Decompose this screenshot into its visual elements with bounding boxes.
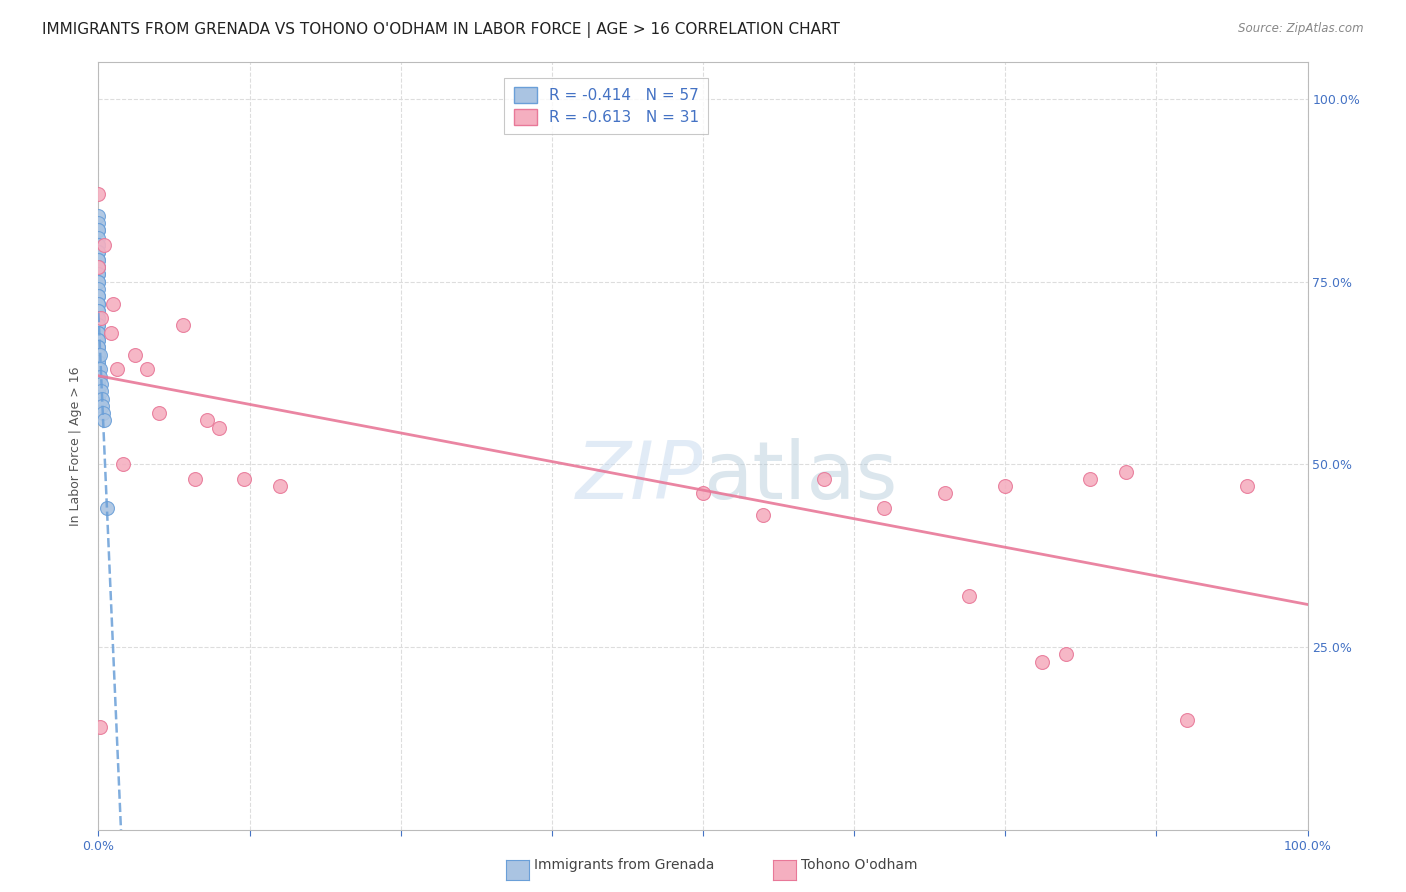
Point <box>87 384 110 399</box>
Text: IMMIGRANTS FROM GRENADA VS TOHONO O'ODHAM IN LABOR FORCE | AGE > 16 CORRELATION : IMMIGRANTS FROM GRENADA VS TOHONO O'ODHA… <box>42 22 839 38</box>
Point <box>87 311 110 326</box>
Point <box>87 369 110 384</box>
Point <box>87 318 110 333</box>
Point <box>1236 479 1258 493</box>
Text: atlas: atlas <box>703 438 897 516</box>
Point <box>87 223 110 237</box>
Point <box>87 268 110 282</box>
Y-axis label: In Labor Force | Age > 16: In Labor Force | Age > 16 <box>69 367 83 525</box>
Point <box>87 260 110 274</box>
Point <box>87 296 110 310</box>
Point <box>87 275 110 289</box>
Point <box>87 238 110 252</box>
Point <box>87 333 110 347</box>
Point <box>87 340 110 354</box>
Point <box>87 289 110 303</box>
Point <box>93 413 115 427</box>
Point <box>1175 713 1198 727</box>
Point <box>1115 465 1137 479</box>
Point <box>87 268 110 282</box>
Point <box>232 472 254 486</box>
Point <box>87 348 110 362</box>
Point <box>87 326 110 340</box>
Legend: R = -0.414   N = 57, R = -0.613   N = 31: R = -0.414 N = 57, R = -0.613 N = 31 <box>505 78 709 134</box>
Point <box>87 282 110 296</box>
Point <box>87 303 110 318</box>
Point <box>89 362 111 376</box>
Point <box>90 384 112 399</box>
Point <box>87 231 110 245</box>
Point <box>87 245 110 260</box>
Point <box>87 275 110 289</box>
Point <box>87 216 110 230</box>
Point <box>184 472 207 486</box>
Point <box>87 186 110 201</box>
Point <box>87 252 110 267</box>
Text: ZIP: ZIP <box>575 438 703 516</box>
Point <box>994 479 1017 493</box>
Point <box>87 376 110 391</box>
Point <box>195 413 218 427</box>
Point <box>87 209 110 223</box>
Point <box>90 311 112 326</box>
Point <box>1078 472 1101 486</box>
Point <box>91 399 114 413</box>
Point <box>91 406 114 420</box>
Point <box>101 296 124 310</box>
Point <box>87 392 110 406</box>
Point <box>752 508 775 523</box>
Point <box>208 421 231 435</box>
Point <box>1054 647 1077 661</box>
Point <box>957 589 980 603</box>
Point <box>135 362 157 376</box>
Point <box>813 472 835 486</box>
Text: Source: ZipAtlas.com: Source: ZipAtlas.com <box>1239 22 1364 36</box>
Point <box>87 303 110 318</box>
Point <box>87 252 110 267</box>
Point <box>87 289 110 303</box>
Point <box>89 369 111 384</box>
Point <box>96 501 118 516</box>
Point <box>87 392 110 406</box>
Point <box>93 238 115 252</box>
Point <box>172 318 194 333</box>
Point <box>934 486 956 500</box>
Point <box>87 340 110 354</box>
Point <box>692 486 714 500</box>
Point <box>148 406 170 420</box>
Point <box>87 348 110 362</box>
Point <box>87 355 110 369</box>
Point <box>90 376 112 391</box>
Point <box>87 362 110 376</box>
Point <box>87 369 110 384</box>
Point <box>87 260 110 274</box>
Point <box>87 238 110 252</box>
Text: Immigrants from Grenada: Immigrants from Grenada <box>534 858 714 872</box>
Point <box>87 326 110 340</box>
Point <box>89 720 111 734</box>
Point <box>91 392 114 406</box>
Point <box>111 457 134 471</box>
Point <box>87 384 110 399</box>
Point <box>87 311 110 326</box>
Point <box>87 333 110 347</box>
Point <box>1031 655 1053 669</box>
Point <box>124 348 146 362</box>
Point <box>87 355 110 369</box>
Point <box>87 318 110 333</box>
Point <box>87 260 110 274</box>
Text: Tohono O'odham: Tohono O'odham <box>801 858 918 872</box>
Point <box>105 362 128 376</box>
Point <box>269 479 291 493</box>
Point <box>87 245 110 260</box>
Point <box>87 296 110 310</box>
Point <box>87 223 110 237</box>
Point <box>100 326 122 340</box>
Point <box>89 348 111 362</box>
Point <box>873 501 896 516</box>
Point <box>87 362 110 376</box>
